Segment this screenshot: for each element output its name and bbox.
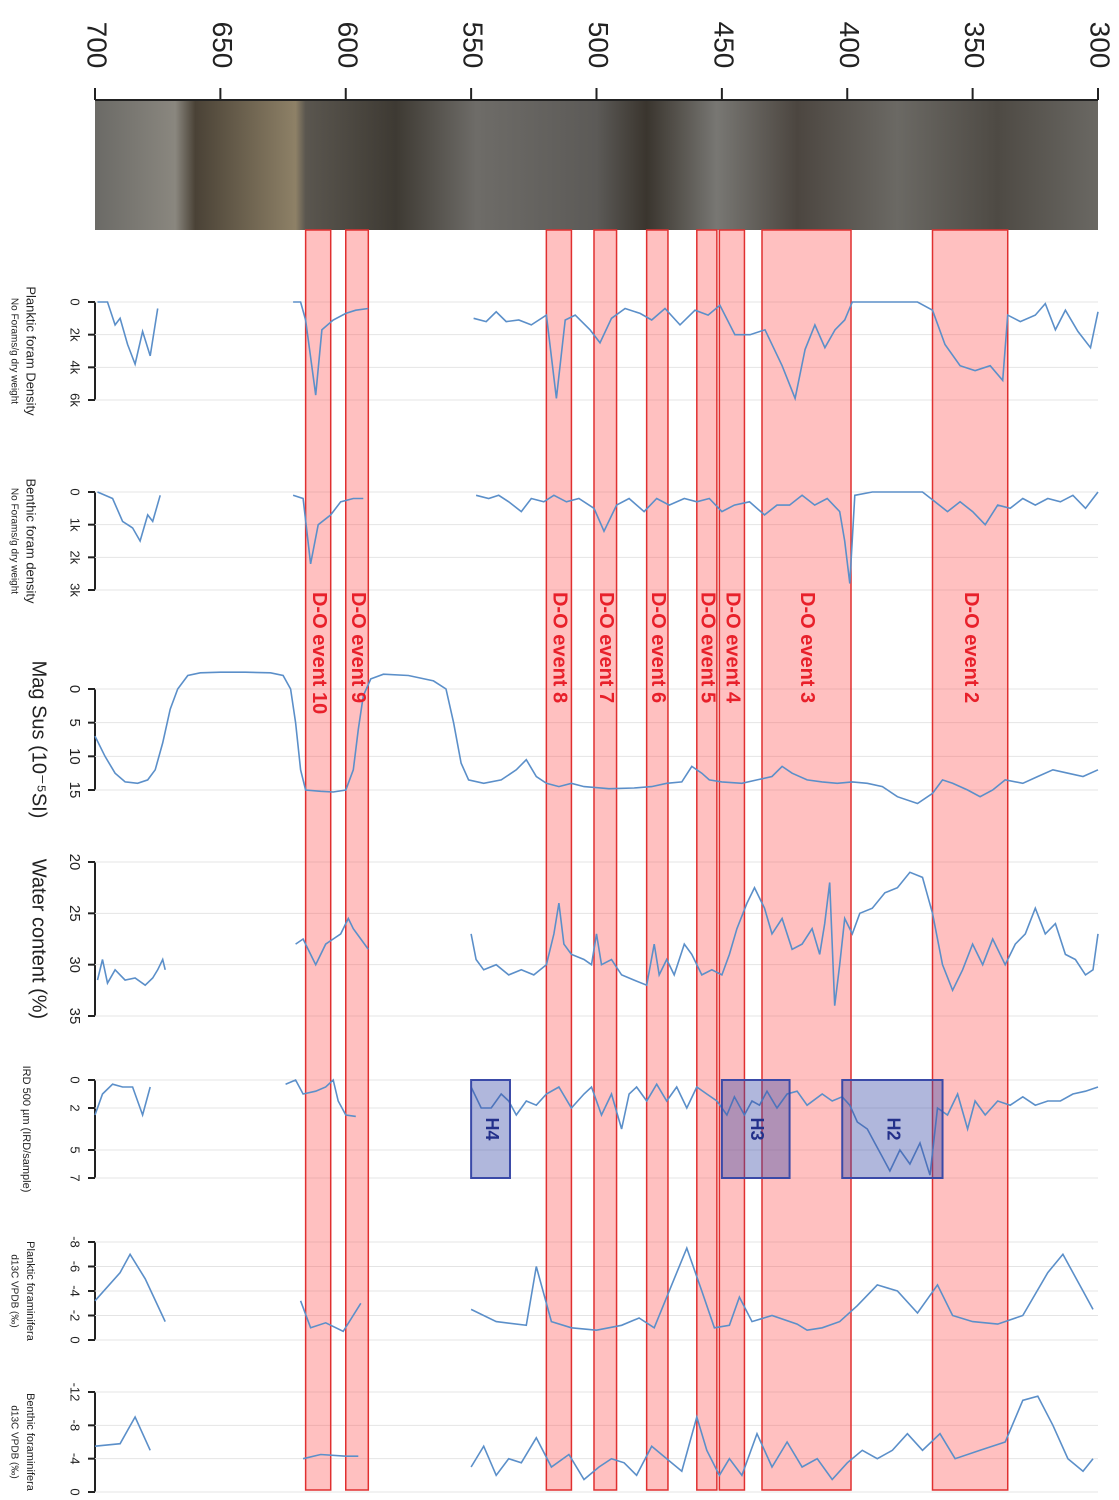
event-label: D-O event 7 — [595, 592, 617, 703]
y-tick-label: 15 — [66, 782, 83, 799]
x-tick-label: 350 — [959, 22, 990, 69]
y-tick-label: 0 — [68, 298, 83, 305]
y-tick-label: 10 — [66, 748, 83, 765]
y-axis-label: Planktic foraminifera — [24, 1241, 36, 1342]
y-axis-label: IRD 500 µm (IRD/sample) — [20, 1066, 32, 1193]
x-tick-label: 650 — [207, 22, 238, 69]
chart: 70065060055050045040035030002k4k6kNo For… — [0, 0, 1119, 1500]
event-band — [762, 230, 851, 1490]
y-tick-label: -4 — [68, 1285, 83, 1297]
y-tick-label: 0 — [68, 1488, 83, 1495]
y-axis-label: d13C VPDB (‰) — [8, 1254, 19, 1327]
y-tick-label: 3k — [68, 583, 83, 597]
y-tick-label: -12 — [68, 1383, 83, 1402]
y-axis-label: Benthic foraminifera — [24, 1393, 36, 1492]
y-axis-label: Benthic foram density — [24, 478, 39, 604]
y-tick-label: -6 — [68, 1261, 83, 1273]
y-tick-label: 6k — [68, 393, 83, 407]
heinrich-label: H2 — [884, 1117, 904, 1140]
event-band — [346, 230, 369, 1490]
y-tick-label: 25 — [66, 905, 83, 922]
y-axis-label: Planktic foram Density — [24, 286, 39, 416]
y-axis-label: d13C VPDB (‰) — [8, 1405, 19, 1478]
event-label: D-O event 2 — [960, 592, 982, 703]
y-tick-label: 30 — [66, 956, 83, 973]
event-band — [306, 230, 331, 1490]
y-tick-label: 2 — [68, 1104, 83, 1111]
event-label: D-O event 9 — [347, 592, 369, 703]
y-tick-label: -2 — [68, 1310, 83, 1322]
event-label: D-O event 10 — [308, 592, 330, 714]
x-tick-label: 600 — [332, 22, 363, 69]
x-tick-label: 550 — [458, 22, 489, 69]
y-tick-label: 2k — [68, 550, 83, 564]
event-label: D-O event 6 — [647, 592, 669, 703]
heinrich-label: H3 — [747, 1117, 767, 1140]
heinrich-label: H4 — [482, 1117, 502, 1140]
x-tick-label: 400 — [834, 22, 865, 69]
y-tick-label: 1k — [68, 518, 83, 532]
y-axis-label: Mag Sus (10⁻⁵SI) — [28, 661, 50, 819]
event-band — [933, 230, 1008, 1490]
y-tick-label: -8 — [68, 1236, 83, 1248]
event-label: D-O event 4 — [722, 592, 744, 704]
y-tick-label: 0 — [68, 488, 83, 495]
x-tick-label: 700 — [82, 22, 113, 69]
y-tick-label: 5 — [66, 718, 83, 726]
event-band — [546, 230, 571, 1490]
x-tick-label: 450 — [708, 22, 739, 69]
y-tick-label: 35 — [66, 1008, 83, 1025]
y-tick-label: 7 — [68, 1174, 83, 1181]
x-tick-label: 500 — [583, 22, 614, 69]
event-label: D-O event 8 — [549, 592, 571, 703]
y-tick-label: -4 — [68, 1453, 83, 1465]
y-tick-label: 5 — [68, 1146, 83, 1153]
y-tick-label: -8 — [68, 1420, 83, 1432]
event-band — [594, 230, 617, 1490]
y-tick-label: 20 — [66, 854, 83, 871]
y-axis-label: Water content (%) — [28, 859, 50, 1019]
event-label: D-O event 5 — [697, 592, 719, 703]
y-axis-label: No Forams/g dry weight — [8, 488, 19, 594]
y-tick-label: 2k — [68, 328, 83, 342]
event-band — [697, 230, 717, 1490]
x-tick-label: 300 — [1085, 22, 1116, 69]
core-photo — [95, 100, 1098, 230]
y-tick-label: 4k — [68, 360, 83, 374]
y-tick-label: 0 — [66, 685, 83, 693]
y-axis-label: No Forams/g dry weight — [8, 298, 19, 404]
y-tick-label: 0 — [68, 1336, 83, 1343]
event-label: D-O event 3 — [796, 592, 818, 703]
y-tick-label: 0 — [68, 1076, 83, 1083]
